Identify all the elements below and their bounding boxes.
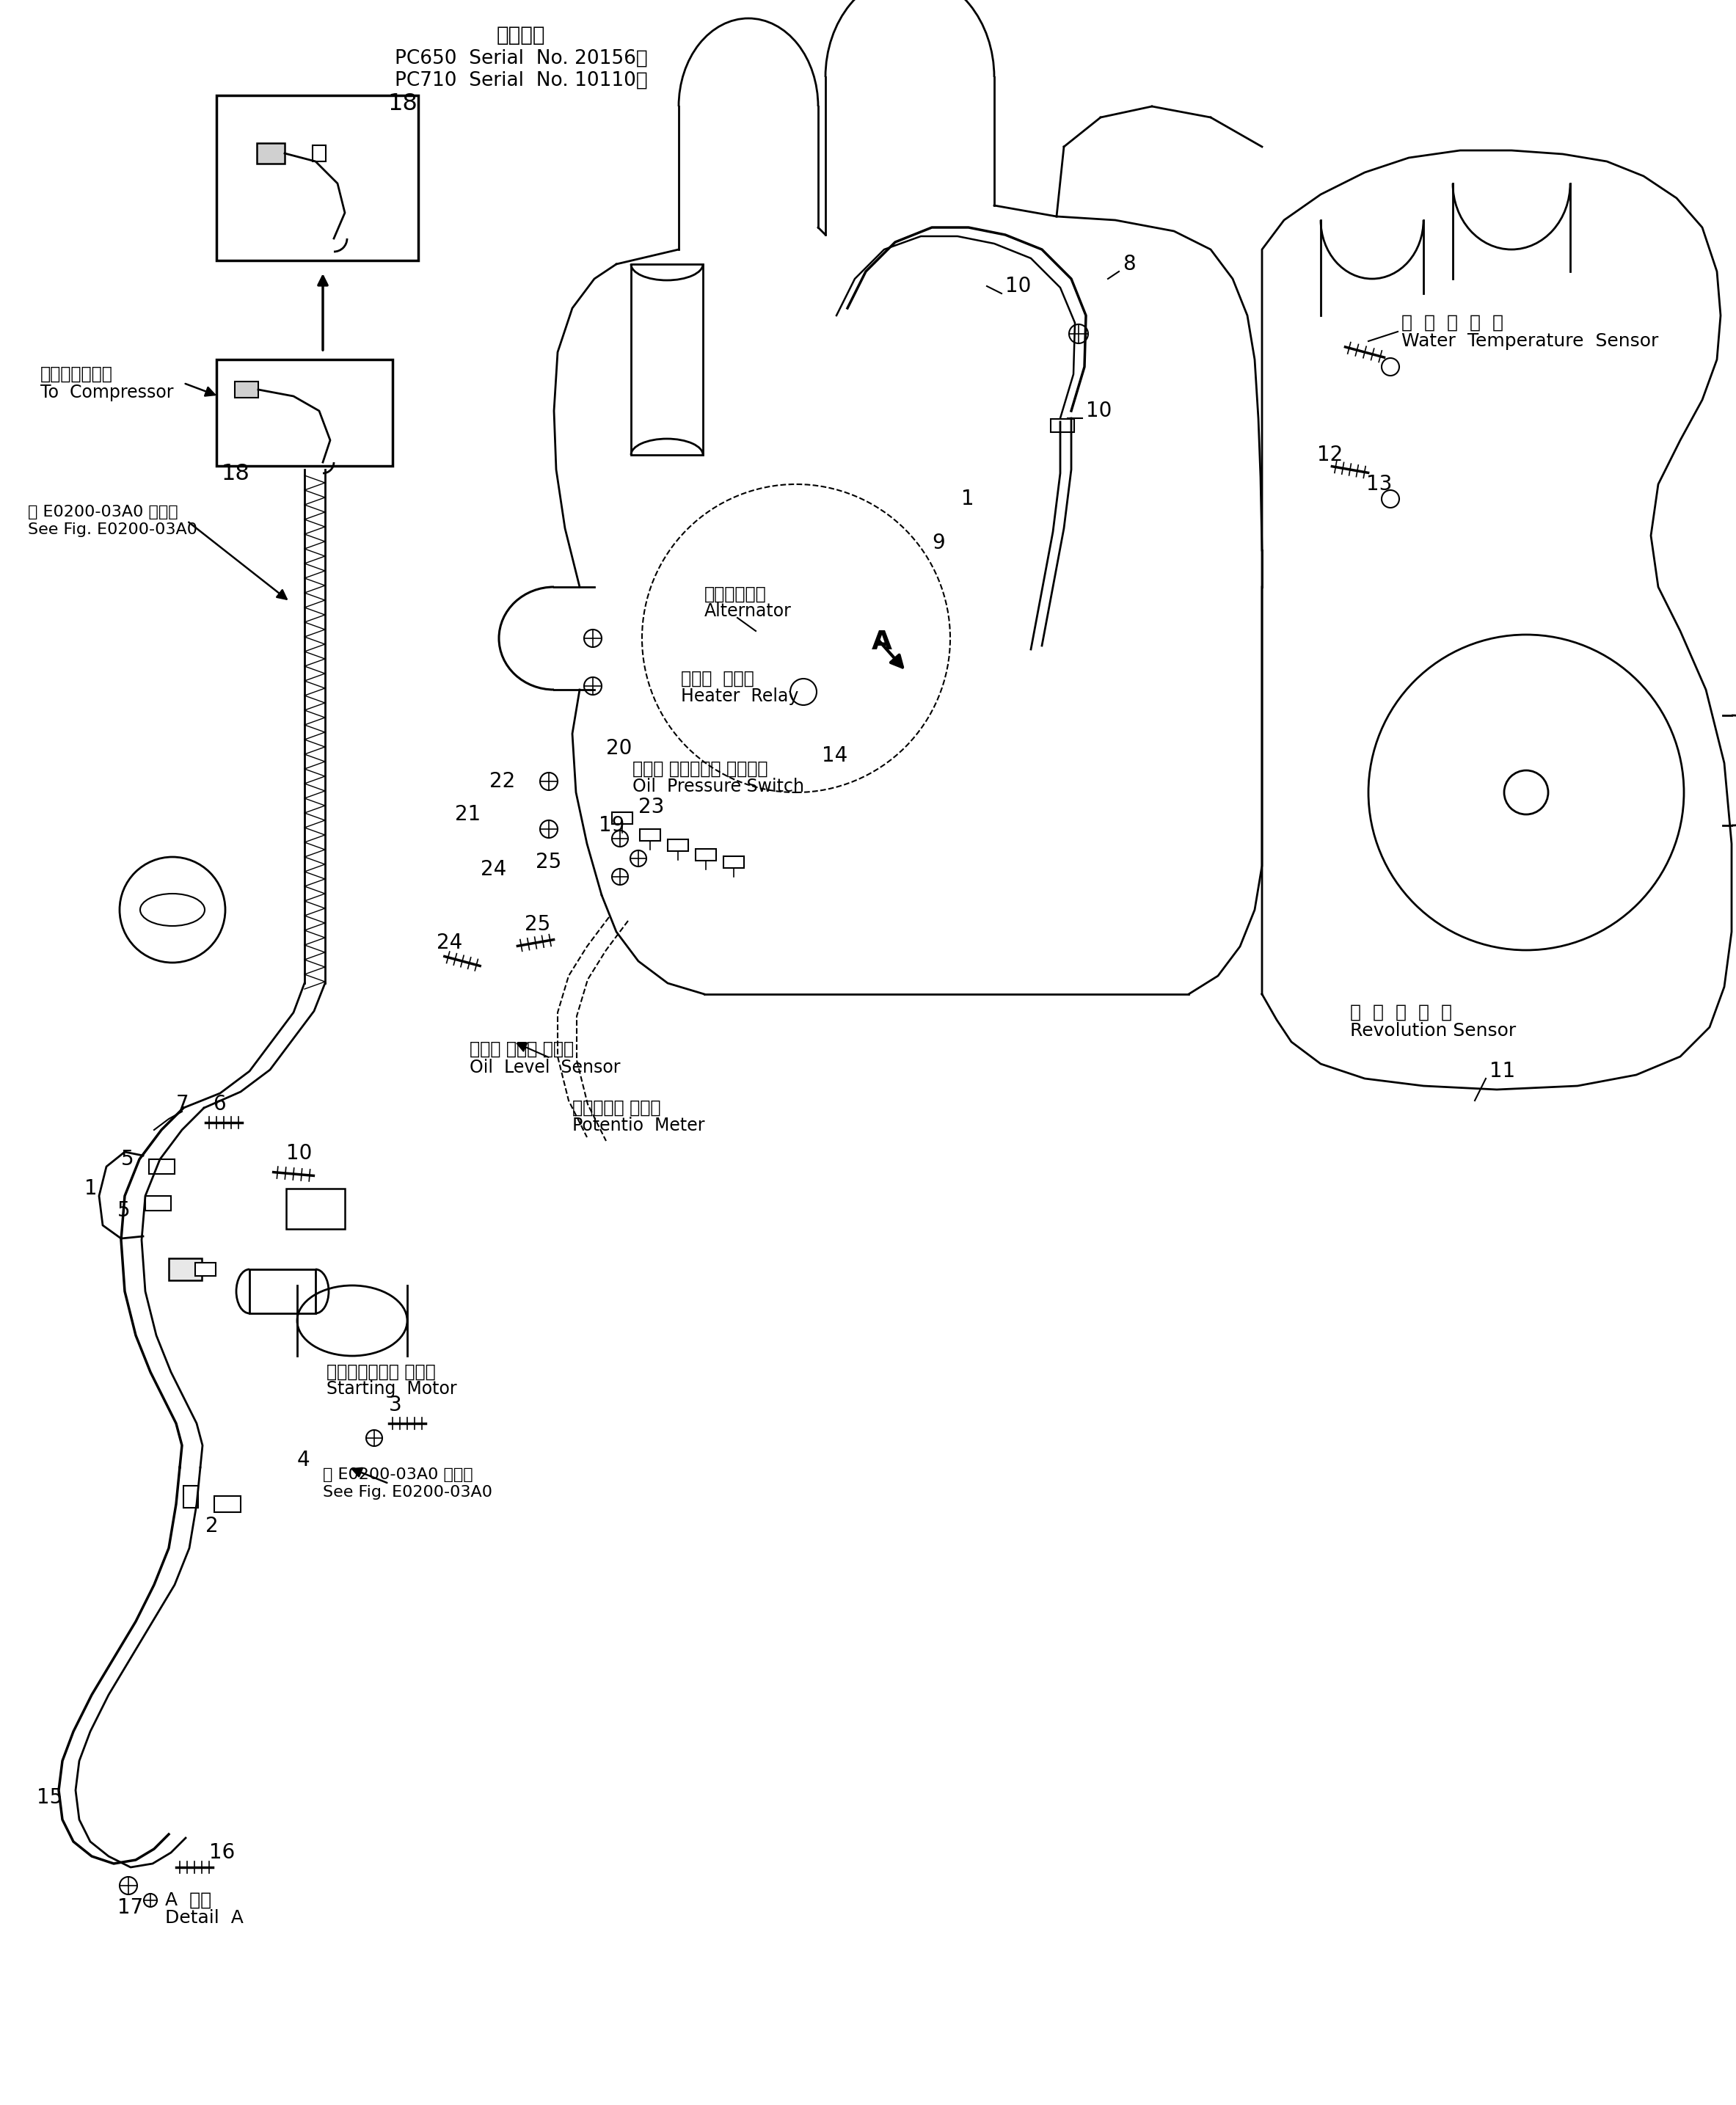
Text: 12: 12 bbox=[1318, 444, 1344, 465]
Text: 4: 4 bbox=[297, 1450, 311, 1471]
Text: 8: 8 bbox=[1123, 255, 1135, 274]
Text: オルタネータ: オルタネータ bbox=[705, 585, 767, 604]
Text: 25: 25 bbox=[536, 853, 561, 871]
Text: 9: 9 bbox=[932, 533, 944, 554]
Text: Detail  A: Detail A bbox=[165, 1909, 243, 1926]
Bar bbox=[312, 145, 326, 162]
Bar bbox=[1050, 419, 1075, 432]
Bar bbox=[668, 840, 687, 850]
Text: 水  温  セ  ン  サ: 水 温 セ ン サ bbox=[1401, 314, 1503, 333]
Bar bbox=[184, 1486, 198, 1507]
Bar bbox=[217, 95, 418, 261]
Text: 19: 19 bbox=[599, 815, 625, 836]
Text: 10: 10 bbox=[1087, 400, 1111, 421]
Bar bbox=[217, 360, 392, 465]
Text: Revolution Sensor: Revolution Sensor bbox=[1351, 1023, 1516, 1040]
Text: 10: 10 bbox=[1005, 276, 1031, 297]
Text: 回  転  セ  ン  サ: 回 転 セ ン サ bbox=[1351, 1004, 1451, 1021]
Bar bbox=[286, 1189, 345, 1229]
Text: 16: 16 bbox=[208, 1842, 234, 1863]
Text: Heater  Relay: Heater Relay bbox=[681, 688, 799, 705]
Text: 第 E0200-03A0 図参照: 第 E0200-03A0 図参照 bbox=[323, 1467, 472, 1482]
Text: 適用号機: 適用号機 bbox=[496, 25, 545, 46]
Text: スターティング モータ: スターティング モータ bbox=[326, 1364, 436, 1381]
Text: 17: 17 bbox=[118, 1897, 144, 1918]
Text: Oil  Level  Sensor: Oil Level Sensor bbox=[469, 1059, 620, 1076]
Bar bbox=[250, 1269, 316, 1314]
Bar bbox=[630, 263, 703, 455]
Text: オイル レベル センサ: オイル レベル センサ bbox=[469, 1040, 575, 1059]
Text: 1: 1 bbox=[962, 488, 974, 509]
Text: ポテンショ メータ: ポテンショ メータ bbox=[573, 1099, 661, 1116]
Text: 18: 18 bbox=[222, 463, 250, 484]
Text: 22: 22 bbox=[490, 770, 516, 791]
Text: Alternator: Alternator bbox=[705, 602, 792, 621]
Bar bbox=[168, 1259, 201, 1280]
Text: 2: 2 bbox=[205, 1516, 219, 1537]
Text: 1: 1 bbox=[85, 1179, 97, 1200]
Text: 24: 24 bbox=[481, 859, 507, 880]
Text: Oil  Pressure Switch: Oil Pressure Switch bbox=[632, 777, 804, 796]
Text: 20: 20 bbox=[606, 739, 632, 758]
Bar bbox=[611, 813, 632, 823]
Text: コンブレッサへ: コンブレッサへ bbox=[40, 366, 113, 383]
Text: PC650  Serial  No. 20156～: PC650 Serial No. 20156～ bbox=[394, 48, 648, 67]
Bar bbox=[696, 848, 717, 861]
Text: Water  Temperature  Sensor: Water Temperature Sensor bbox=[1401, 333, 1658, 349]
Text: 第 E0200-03A0 図参照: 第 E0200-03A0 図参照 bbox=[28, 505, 179, 520]
Bar bbox=[194, 1263, 215, 1276]
Bar bbox=[724, 857, 745, 867]
Text: 5: 5 bbox=[122, 1149, 134, 1170]
Bar bbox=[257, 143, 285, 164]
Text: 6: 6 bbox=[214, 1095, 226, 1114]
Text: 10: 10 bbox=[286, 1143, 312, 1164]
Text: ヒータ  リレー: ヒータ リレー bbox=[681, 669, 753, 688]
Text: 18: 18 bbox=[387, 93, 417, 116]
Text: 11: 11 bbox=[1489, 1061, 1516, 1082]
Bar bbox=[214, 1497, 241, 1511]
Text: 24: 24 bbox=[436, 933, 462, 954]
Text: A: A bbox=[871, 629, 892, 655]
Text: 21: 21 bbox=[455, 804, 481, 825]
Text: 14: 14 bbox=[821, 745, 847, 766]
Text: 7: 7 bbox=[175, 1095, 189, 1114]
Text: 25: 25 bbox=[524, 914, 550, 935]
Bar bbox=[146, 1196, 170, 1210]
Text: PC710  Serial  No. 10110～: PC710 Serial No. 10110～ bbox=[394, 72, 648, 91]
Text: To  Compressor: To Compressor bbox=[40, 383, 174, 402]
Bar bbox=[234, 381, 259, 398]
Text: オイル プレッシャ スイッチ: オイル プレッシャ スイッチ bbox=[632, 760, 767, 777]
Bar bbox=[149, 1160, 175, 1175]
Text: 23: 23 bbox=[639, 798, 665, 817]
Text: A  詳細: A 詳細 bbox=[165, 1892, 212, 1909]
Text: See Fig. E0200-03A0: See Fig. E0200-03A0 bbox=[28, 522, 198, 537]
Text: Starting  Motor: Starting Motor bbox=[326, 1381, 457, 1398]
Bar bbox=[641, 829, 660, 840]
Text: 3: 3 bbox=[389, 1396, 403, 1415]
Text: 13: 13 bbox=[1366, 474, 1392, 495]
Text: See Fig. E0200-03A0: See Fig. E0200-03A0 bbox=[323, 1484, 493, 1499]
Text: 5: 5 bbox=[118, 1200, 130, 1221]
Text: Potentio  Meter: Potentio Meter bbox=[573, 1116, 705, 1135]
Text: 15: 15 bbox=[36, 1787, 62, 1808]
